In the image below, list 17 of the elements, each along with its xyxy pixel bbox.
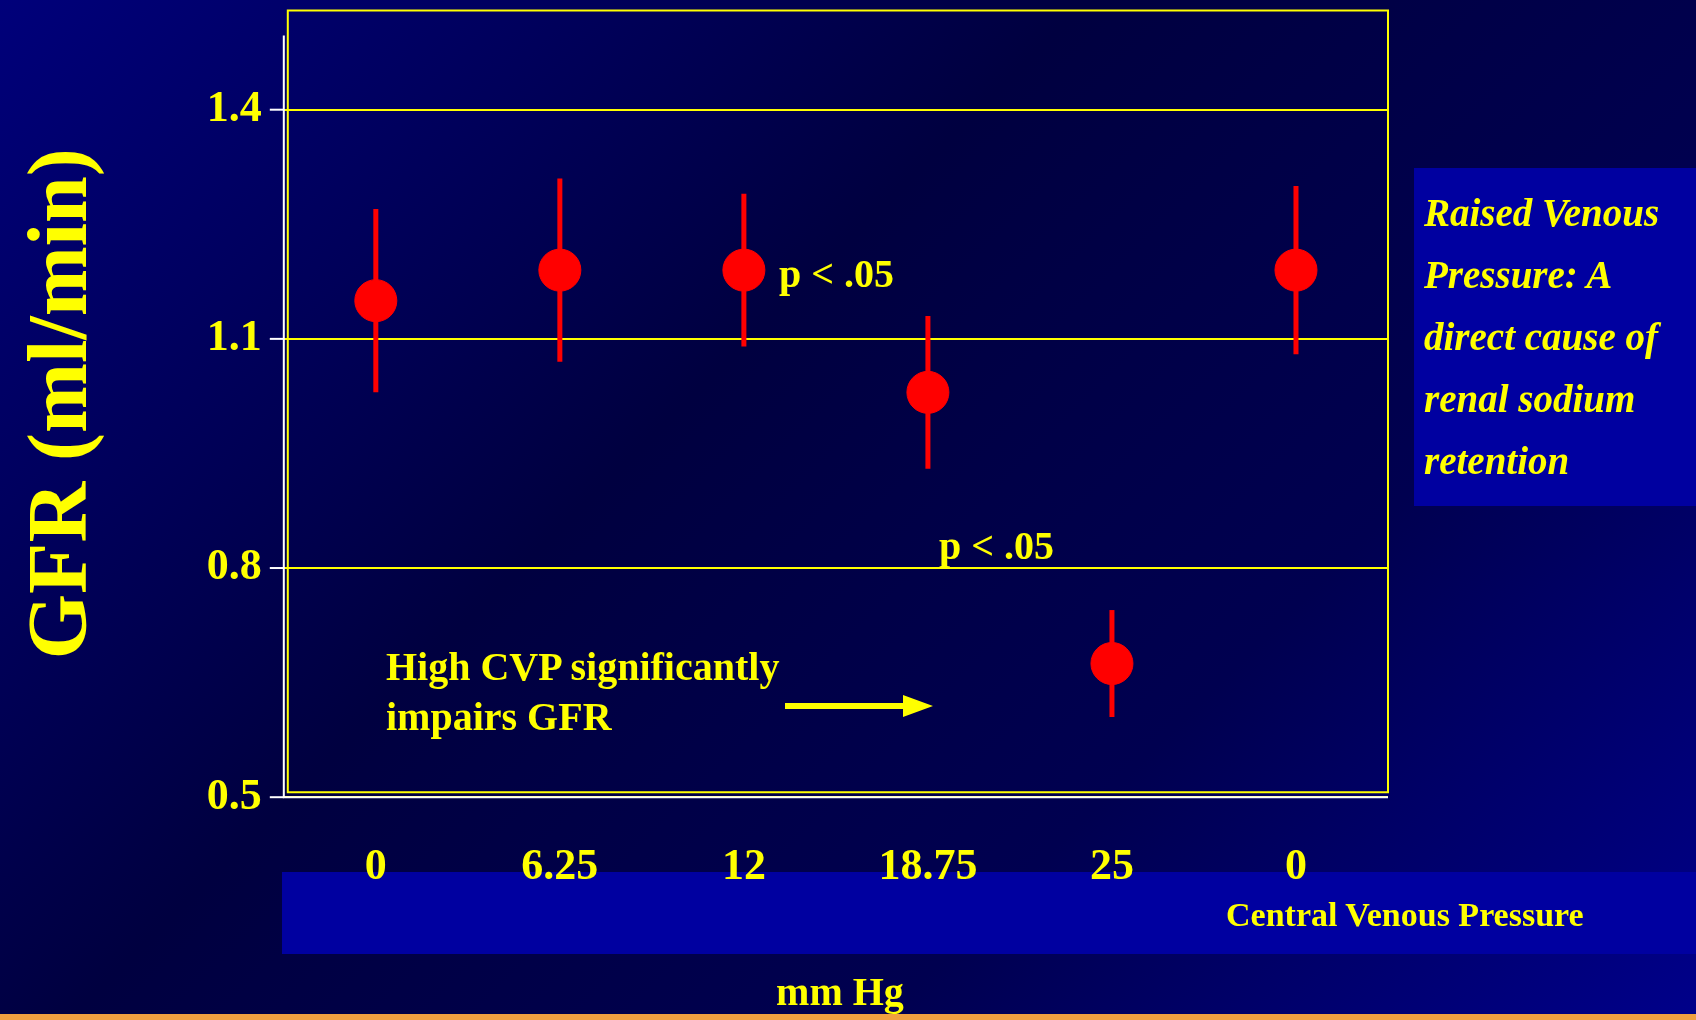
annotation: p < .05	[779, 250, 895, 297]
x-tick-label: 0	[364, 839, 387, 889]
y-tick-label: 0.8	[206, 540, 262, 590]
x-tick-label: 25	[1089, 839, 1134, 889]
annotation: High CVP significantly impairs GFR	[386, 643, 781, 741]
text: Raised Venous Pressure: A direct cause of renal sodium retention	[1414, 168, 1696, 506]
annotation: p < .05	[939, 522, 1055, 569]
x-axis-title: mm Hg	[775, 968, 905, 1015]
text: Central Venous Pressure	[1226, 896, 1584, 934]
y-tick-label: 0.5	[206, 769, 262, 819]
y-tick-label: 1.4	[206, 82, 262, 132]
y-tick-label: 1.1	[206, 311, 262, 361]
x-tick-label: 12	[721, 839, 766, 889]
x-tick-label: 0	[1284, 839, 1307, 889]
x-tick-label: 6.25	[521, 839, 599, 889]
x-tick-label: 18.75	[878, 839, 978, 889]
y-axis-title: GFR (ml/min)	[11, 148, 106, 660]
